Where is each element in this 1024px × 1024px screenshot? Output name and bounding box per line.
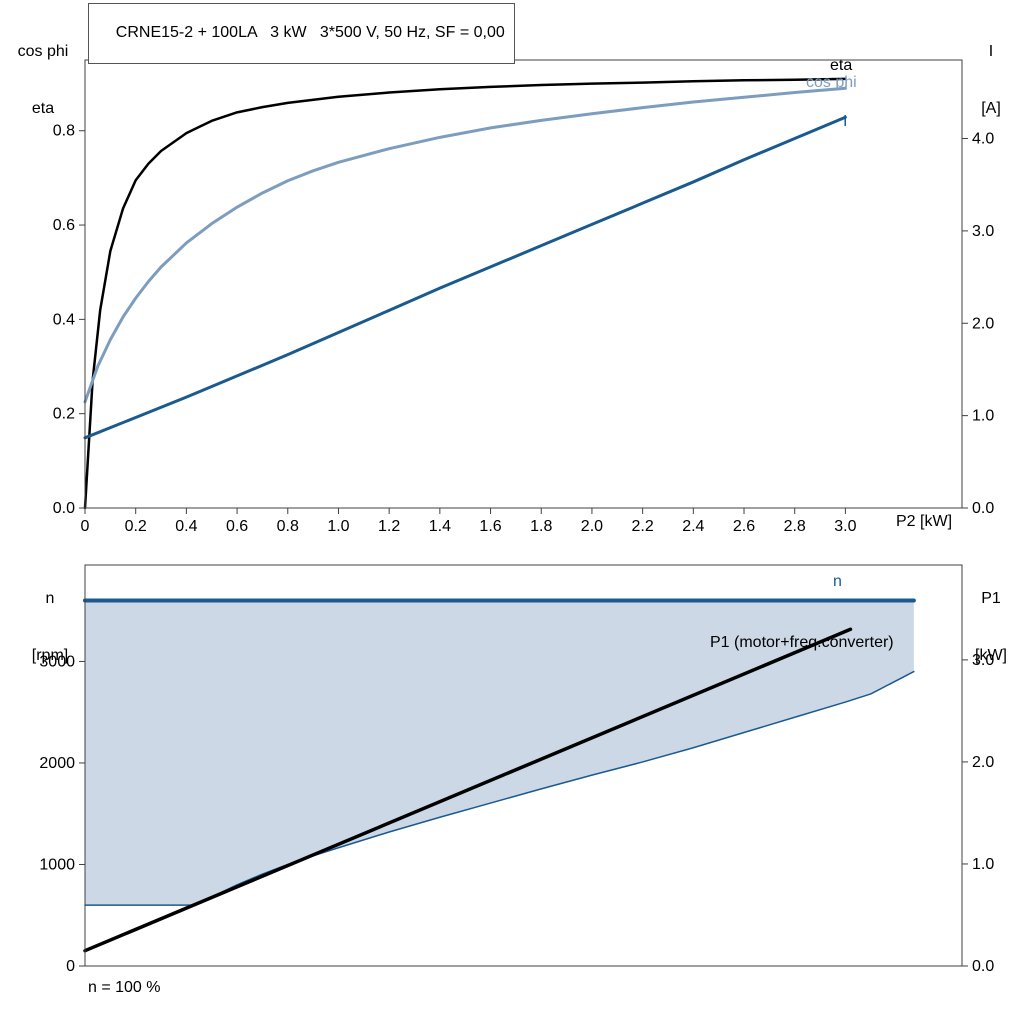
top-right-axis-label: I [A] (962, 4, 1020, 156)
x-tick-label: 0.2 (125, 518, 147, 535)
y-left-tick-label: 0.6 (53, 217, 75, 234)
y-left-tick-label: 2000 (39, 755, 75, 772)
y-right-tick-label: 2.0 (972, 754, 994, 771)
y-right-tick-label: 1.0 (972, 856, 994, 873)
speed-axis-label: n (45, 590, 55, 607)
eta-curve-label: eta (830, 57, 853, 74)
x-tick-label: 2.2 (632, 518, 654, 535)
speed-unit-label: [rpm] (31, 647, 69, 664)
p1-axis-label: P1 (981, 590, 1001, 607)
plot-frame (84, 59, 963, 509)
plot-frame (84, 564, 963, 967)
y-left-tick-label: 1000 (39, 856, 75, 873)
x-tick-label: 2.4 (682, 518, 704, 535)
y-left-tick-label: 0.2 (53, 406, 75, 423)
current-curve-label: I (843, 113, 848, 130)
x-tick-label: 0.6 (226, 518, 248, 535)
x-tick-label: 0.4 (175, 518, 197, 535)
y-left-tick-label: 0 (66, 958, 75, 975)
current-axis-label: I (988, 43, 994, 60)
speed-range-area (85, 600, 914, 906)
bottom-left-axis-label: n [rpm] (16, 551, 84, 703)
y-left-tick-label: 0.8 (53, 123, 75, 140)
chart-title: CRNE15-2 + 100LA 3 kW 3*500 V, 50 Hz, SF… (115, 24, 505, 41)
y-left-tick-label: 0.4 (53, 311, 75, 328)
x-tick-label: 1.6 (479, 518, 501, 535)
y-right-tick-label: 0.0 (972, 500, 994, 517)
x-tick-label: 2.6 (733, 518, 755, 535)
x-tick-label: 3.0 (834, 518, 856, 535)
top-left-axis-label: cos phi eta (4, 4, 82, 156)
cos-phi-curve-label: cos phi (806, 74, 857, 91)
y-right-tick-label: 2.0 (972, 315, 994, 332)
p1-motor-freq-converter-curve (83, 627, 853, 953)
x-tick-label: 0.8 (277, 518, 299, 535)
y-right-tick-label: 0.0 (972, 958, 994, 975)
y-right-tick-label: 1.0 (972, 408, 994, 425)
current-unit-label: [A] (981, 100, 1001, 117)
y-right-tick-label: 4.0 (972, 131, 994, 148)
n-curve-label: n (833, 573, 842, 590)
p2-axis-label: P2 [kW] (896, 513, 953, 530)
chart-title-box: CRNE15-2 + 100LA 3 kW 3*500 V, 50 Hz, SF… (88, 3, 515, 64)
y-right-tick-label: 3.0 (972, 652, 994, 669)
x-tick-label: 1.4 (429, 518, 451, 535)
eta-curve (83, 77, 847, 510)
y-right-tick-label: 3.0 (972, 223, 994, 240)
bottom-right-axis-label: P1 [kW] (960, 551, 1022, 703)
eta-axis-label: eta (31, 100, 55, 117)
x-tick-label: 2.8 (784, 518, 806, 535)
x-tick-label: 1.8 (530, 518, 552, 535)
y-left-tick-label: 0.0 (53, 500, 75, 517)
x-tick-label: 1.2 (378, 518, 400, 535)
speed-percentage-annotation: n = 100 % (88, 979, 161, 996)
i-curve (83, 115, 847, 440)
min-speed-curve (84, 670, 915, 906)
p1-unit-label: [kW] (975, 647, 1007, 664)
x-tick-label: 0 (81, 518, 90, 535)
p1-curve-label: P1 (motor+freq.converter) (710, 634, 894, 651)
x-tick-label: 2.0 (581, 518, 603, 535)
cos-phi-axis-label: cos phi (17, 43, 69, 60)
cos-phi-curve (83, 86, 847, 404)
y-left-tick-label: 3000 (39, 653, 75, 670)
x-tick-label: 1.0 (327, 518, 349, 535)
